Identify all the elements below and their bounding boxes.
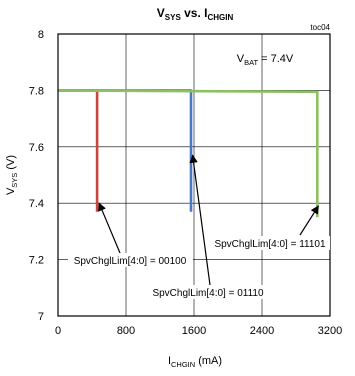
annotation-box-1: [68, 253, 193, 267]
annotation-arrow-2: [189, 154, 211, 286]
y-tick-label: 7.8: [29, 85, 44, 97]
x-tick-label: 3200: [318, 325, 342, 337]
y-tick-label: 7: [38, 311, 44, 323]
y-tick-labels: 7 7.2 7.4 7.6 7.8 8: [29, 29, 44, 323]
annotation-arrow-3: [299, 205, 319, 236]
annotation-box-3: [210, 236, 330, 250]
series-line-3: [57, 89, 319, 218]
plot-frame: [57, 33, 331, 317]
series-line-1: [58, 89, 99, 212]
annotation-label-3: SpvChglLim[4:0] = 11101: [214, 239, 326, 250]
chart-title: VSYS vs. ICHGIN: [157, 6, 234, 22]
x-axis-label: ICHGIN (mA): [168, 355, 222, 369]
grid-layer: [57, 33, 331, 317]
annotation-layer: SpvChglLim[4:0] = 00100 SpvChglLim[4:0] …: [68, 154, 330, 299]
series-layer: [57, 89, 319, 218]
y-tick-label: 7.6: [29, 142, 44, 154]
series-line-2: [58, 89, 193, 212]
x-tick-label: 2400: [250, 325, 274, 337]
x-tick-labels: 0 800 1600 2400 3200: [55, 325, 342, 337]
x-tick-label: 0: [55, 325, 61, 337]
annotation-box-2: [141, 285, 275, 299]
x-tick-label: 1600: [182, 325, 206, 337]
figure-id: toc04: [310, 23, 330, 32]
y-axis-label: VSYS (V): [5, 155, 19, 195]
annotation-label-1: SpvChglLim[4:0] = 00100: [74, 256, 187, 267]
annotation-arrow-1: [98, 202, 121, 254]
y-tick-label: 7.2: [29, 255, 44, 267]
y-tick-label: 7.4: [29, 198, 44, 210]
annotation-label-2: SpvChglLim[4:0] = 01110: [152, 288, 264, 299]
condition-label: VBAT = 7.4V: [237, 53, 294, 67]
x-tick-label: 800: [117, 325, 135, 337]
y-tick-label: 8: [38, 29, 44, 41]
